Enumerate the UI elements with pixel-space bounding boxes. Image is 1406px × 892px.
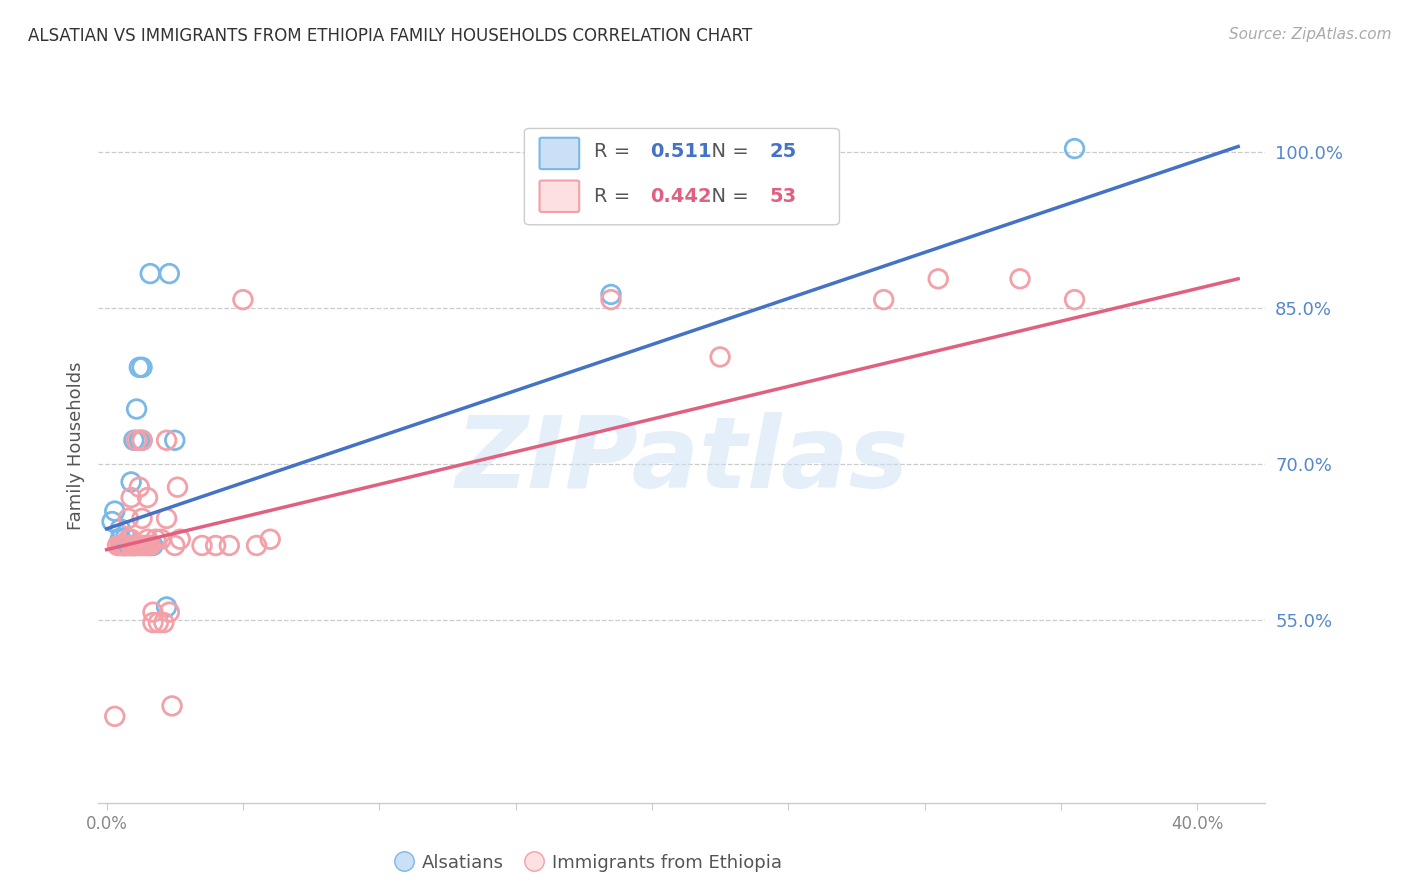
Point xyxy=(122,539,145,553)
Point xyxy=(136,539,159,553)
Point xyxy=(163,434,186,448)
Text: 53: 53 xyxy=(769,186,797,206)
Text: R =: R = xyxy=(595,186,637,206)
FancyBboxPatch shape xyxy=(524,128,839,225)
Point xyxy=(122,539,145,553)
Text: N =: N = xyxy=(699,186,755,206)
Point xyxy=(101,515,124,529)
Point xyxy=(128,360,150,375)
Point xyxy=(259,533,281,547)
Point xyxy=(163,539,186,553)
Point xyxy=(125,434,148,448)
Point xyxy=(122,539,145,553)
Point xyxy=(160,698,183,713)
Point xyxy=(104,504,127,518)
Point xyxy=(111,539,134,553)
Point xyxy=(117,511,139,525)
Point xyxy=(204,539,226,553)
Text: ZIPatlas: ZIPatlas xyxy=(456,412,908,508)
Point xyxy=(122,539,145,553)
Point xyxy=(148,615,170,630)
Point xyxy=(136,491,159,505)
Point xyxy=(600,287,623,301)
Text: 0.442: 0.442 xyxy=(651,186,711,206)
Point xyxy=(117,539,139,553)
Point xyxy=(155,599,177,614)
Point xyxy=(120,491,142,505)
Point xyxy=(131,539,153,553)
Point xyxy=(114,539,136,553)
Text: 25: 25 xyxy=(769,143,797,161)
Point xyxy=(709,350,731,364)
Point xyxy=(111,539,134,553)
Text: R =: R = xyxy=(595,143,637,161)
Point xyxy=(245,539,267,553)
Point xyxy=(131,434,153,448)
FancyBboxPatch shape xyxy=(540,137,579,169)
Point xyxy=(169,533,191,547)
Point xyxy=(600,293,623,307)
Point xyxy=(120,533,142,547)
Point xyxy=(110,533,132,547)
Point xyxy=(131,360,153,375)
Point xyxy=(927,272,949,286)
Legend: Alsatians, Immigrants from Ethiopia: Alsatians, Immigrants from Ethiopia xyxy=(388,847,790,880)
Point xyxy=(166,480,188,494)
Point xyxy=(120,539,142,553)
Point xyxy=(218,539,240,553)
Point xyxy=(142,539,165,553)
Text: 0.511: 0.511 xyxy=(651,143,711,161)
Point xyxy=(142,605,165,619)
Point xyxy=(142,615,165,630)
FancyBboxPatch shape xyxy=(540,180,579,212)
Point xyxy=(128,434,150,448)
Point xyxy=(232,293,254,307)
Point xyxy=(873,293,896,307)
Point xyxy=(139,539,162,553)
Point xyxy=(114,530,136,544)
Point xyxy=(117,539,139,553)
Point xyxy=(131,434,153,448)
Y-axis label: Family Households: Family Households xyxy=(66,362,84,530)
Point xyxy=(114,539,136,553)
Point xyxy=(125,402,148,417)
Point xyxy=(120,539,142,553)
Point xyxy=(157,605,180,619)
Point xyxy=(120,475,142,489)
Point xyxy=(139,267,162,281)
Point xyxy=(110,539,132,553)
Point xyxy=(131,511,153,525)
Point xyxy=(157,267,180,281)
Point xyxy=(111,539,134,553)
Point xyxy=(134,539,156,553)
Point xyxy=(150,533,173,547)
Point xyxy=(139,539,162,553)
Point xyxy=(104,709,127,723)
Point xyxy=(128,539,150,553)
Point xyxy=(122,434,145,448)
Point xyxy=(136,533,159,547)
Point xyxy=(110,522,132,536)
Point xyxy=(114,539,136,553)
Point xyxy=(125,539,148,553)
Text: N =: N = xyxy=(699,143,755,161)
Point xyxy=(155,511,177,525)
Point xyxy=(1063,142,1085,156)
Point xyxy=(107,539,129,553)
Text: Source: ZipAtlas.com: Source: ZipAtlas.com xyxy=(1229,27,1392,42)
Point xyxy=(1063,293,1085,307)
Point xyxy=(155,434,177,448)
Text: ALSATIAN VS IMMIGRANTS FROM ETHIOPIA FAMILY HOUSEHOLDS CORRELATION CHART: ALSATIAN VS IMMIGRANTS FROM ETHIOPIA FAM… xyxy=(28,27,752,45)
Point xyxy=(128,480,150,494)
Point xyxy=(153,615,176,630)
Point xyxy=(145,533,167,547)
Point xyxy=(117,533,139,547)
Point xyxy=(191,539,214,553)
Point xyxy=(1008,272,1031,286)
